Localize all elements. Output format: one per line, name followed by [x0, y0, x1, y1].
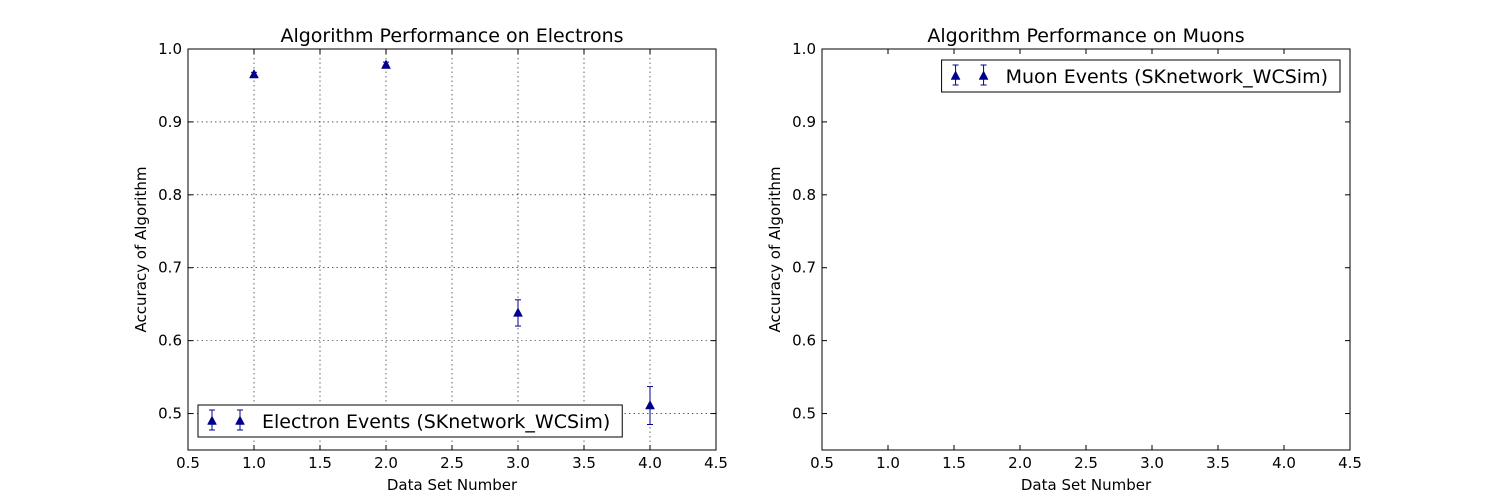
x-tick-label: 3.0	[1140, 454, 1164, 472]
chart-title: Algorithm Performance on Muons	[927, 25, 1244, 47]
legend-box	[941, 59, 1341, 93]
x-tick-label: 1.0	[242, 454, 266, 472]
x-tick-label: 4.0	[638, 454, 662, 472]
chart-title: Algorithm Performance on Electrons	[280, 25, 623, 47]
axis-ticks: 0.5 1.0 1.5 2.0 2.5 3.0 3.5 4.0 4.5 0.5 0.6 0.7 0.8 0…	[792, 40, 1362, 472]
data-point	[381, 59, 391, 69]
plot-frame	[187, 48, 717, 451]
electron-chart: 0.5 1.0 1.5 2.0 2.5 3.0 3.5 4.0 4.5 0.5 0.6 0.7 0.8 0…	[132, 25, 728, 494]
x-tick-label: 4.0	[1272, 454, 1296, 472]
axis-ticks: 0.5 1.0 1.5 2.0 2.5 3.0 3.5 4.0 4.5 0.5 0.6 0.7 0.8 0…	[158, 40, 728, 472]
legend-marker	[235, 415, 245, 425]
y-tick-label: 0.7	[158, 259, 182, 277]
legend: Muon Events (SKnetwork_WCSim)	[941, 59, 1341, 93]
plot-frame	[821, 48, 1351, 451]
legend-marker	[950, 70, 961, 80]
x-tick-label: 3.5	[1206, 454, 1230, 472]
data-point	[645, 399, 655, 410]
legend-marker	[207, 415, 217, 425]
legend-entry-label: Electron Events (SKnetwork_WCSim)	[262, 411, 610, 433]
y-tick-label: 0.6	[158, 332, 182, 350]
y-tick-label: 0.6	[792, 332, 816, 350]
y-tick-label: 0.8	[792, 186, 816, 204]
x-axis-label: Data Set Number	[387, 476, 518, 494]
x-tick-label: 2.0	[374, 454, 398, 472]
x-tick-label: 1.5	[942, 454, 966, 472]
data-point	[513, 307, 523, 317]
legend-marker	[978, 70, 989, 80]
data-point	[249, 68, 259, 79]
y-tick-label: 0.5	[792, 405, 816, 423]
y-tick-label: 0.9	[792, 113, 816, 131]
legend-box	[197, 404, 623, 438]
legend-markers	[207, 409, 245, 431]
x-tick-label: 1.0	[876, 454, 900, 472]
x-tick-label: 0.5	[176, 454, 200, 472]
y-tick-label: 0.7	[792, 259, 816, 277]
x-tick-label: 3.0	[506, 454, 530, 472]
legend: Electron Events (SKnetwork_WCSim)	[197, 404, 623, 438]
x-tick-label: 2.5	[440, 454, 464, 472]
legend-entry-label: Muon Events (SKnetwork_WCSim)	[1006, 66, 1328, 88]
data-points	[249, 59, 655, 425]
x-tick-label: 2.0	[1008, 454, 1032, 472]
y-tick-label: 1.0	[158, 40, 182, 58]
x-axis-label: Data Set Number	[1021, 476, 1152, 494]
y-axis-label: Accuracy of Algorithm	[766, 167, 784, 333]
y-axis-label: Accuracy of Algorithm	[132, 167, 150, 333]
x-tick-label: 0.5	[810, 454, 834, 472]
x-tick-label: 4.5	[1338, 454, 1362, 472]
x-tick-label: 1.5	[308, 454, 332, 472]
y-tick-label: 0.5	[158, 405, 182, 423]
y-tick-label: 0.8	[158, 186, 182, 204]
y-tick-label: 0.9	[158, 113, 182, 131]
muon-chart: 0.5 1.0 1.5 2.0 2.5 3.0 3.5 4.0 4.5 0.5 0.6 0.7 0.8 0…	[766, 25, 1362, 494]
x-tick-label: 3.5	[572, 454, 596, 472]
x-tick-label: 2.5	[1074, 454, 1098, 472]
legend-markers	[950, 64, 989, 86]
grid-lines	[188, 49, 716, 450]
y-tick-label: 1.0	[792, 40, 816, 58]
x-tick-label: 4.5	[704, 454, 728, 472]
